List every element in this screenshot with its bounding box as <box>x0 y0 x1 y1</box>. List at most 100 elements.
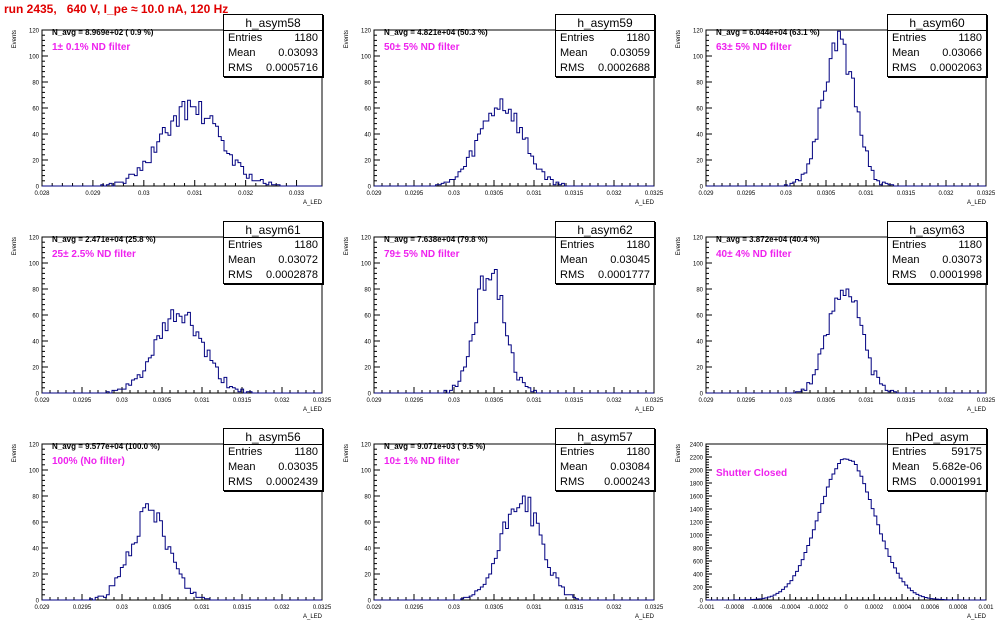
stats-label: Mean <box>228 47 256 59</box>
histogram-name: h_asym62 <box>556 222 654 238</box>
x-tick-label: 0.0295 <box>405 605 424 611</box>
y-axis-label: Events <box>12 30 18 48</box>
x-axis-label: A_LED <box>967 614 987 620</box>
stats-row-mean: Mean 0.03072 <box>224 253 322 268</box>
stats-value: 0.0002063 <box>930 62 982 74</box>
histogram-line <box>42 503 322 601</box>
x-tick-label: 0.029 <box>366 605 382 611</box>
stats-label: Mean <box>228 461 256 473</box>
stats-label: Mean <box>560 461 588 473</box>
plot-svg: 0 20 40 60 80 100 120 0.029 0.0295 0.03 0.0305 0.03… <box>344 443 664 621</box>
x-axis-label: A_LED <box>303 614 323 620</box>
stats-box: h_asym59 Entries 1180 Mean 0.03059 RMS 0.00026… <box>555 14 655 77</box>
stats-value: 0.0002439 <box>266 476 318 488</box>
x-tick-label: 0.0305 <box>817 191 836 197</box>
stats-row-rms: RMS 0.0001998 <box>888 268 986 283</box>
stats-label: Entries <box>228 446 263 458</box>
y-tick-label: 40 <box>32 133 39 139</box>
stats-value: 0.000243 <box>604 476 650 488</box>
x-tick-label: 0.031 <box>526 191 542 197</box>
stats-label: RMS <box>560 476 585 488</box>
stats-label: Entries <box>892 32 927 44</box>
histogram-name: h_asym58 <box>224 15 322 31</box>
x-tick-label: 0.029 <box>698 398 714 404</box>
y-tick-label: 80 <box>696 288 703 294</box>
histogram-panel-hPed_asym: 0 200 400 600 800 1000 1200 1400 1600 1800 2000 220… <box>664 417 996 624</box>
histogram-panel-h_asym56: 0 20 40 60 80 100 120 0.029 0.0295 0.03 0.0305 0.03… <box>0 417 332 624</box>
histogram-line <box>42 99 322 187</box>
histogram-line <box>706 458 986 601</box>
plot-svg: 0 20 40 60 80 100 120 0.029 0.0295 0.03 0.0305 0.03… <box>676 236 996 414</box>
x-tick-label: 0.033 <box>289 191 305 197</box>
x-tick-label: 0.0006 <box>921 605 940 611</box>
navg-label: N_avg = 9.577e+04 (100.0 %) <box>52 442 161 451</box>
x-tick-label: 0.031 <box>858 191 874 197</box>
y-tick-label: 120 <box>361 443 372 449</box>
x-axis-label: A_LED <box>635 200 655 206</box>
histogram-name: h_asym56 <box>224 429 322 445</box>
y-tick-label: 60 <box>364 107 371 113</box>
stats-value: 0.0001998 <box>930 269 982 281</box>
x-axis-label: A_LED <box>303 200 323 206</box>
stats-row-rms: RMS 0.0001991 <box>888 475 986 490</box>
filter-label: 50± 5% ND filter <box>384 42 460 53</box>
x-tick-label: 0 <box>844 605 848 611</box>
histogram-panel-h_asym59: 0 20 40 60 80 100 120 0.029 0.0295 0.03 0.0305 0.03… <box>332 3 664 210</box>
x-tick-label: -0.0002 <box>808 605 829 611</box>
y-tick-label: 2000 <box>690 469 704 475</box>
stats-value: 1180 <box>294 239 318 251</box>
y-axis-label: Events <box>676 30 682 48</box>
histogram-line <box>374 98 654 187</box>
stats-label: Mean <box>892 461 920 473</box>
stats-row-rms: RMS 0.0005716 <box>224 61 322 76</box>
x-tick-label: 0.0315 <box>233 605 252 611</box>
y-tick-label: 0 <box>368 392 372 398</box>
y-tick-label: 120 <box>693 29 704 35</box>
filter-label: Shutter Closed <box>716 468 788 479</box>
y-tick-label: 60 <box>364 521 371 527</box>
y-tick-label: 60 <box>32 107 39 113</box>
stats-box: h_asym58 Entries 1180 Mean 0.03093 RMS 0.00057… <box>223 14 323 77</box>
y-tick-label: 100 <box>361 469 372 475</box>
x-tick-label: 0.0295 <box>405 191 424 197</box>
y-tick-label: 120 <box>361 29 372 35</box>
y-tick-label: 80 <box>32 81 39 87</box>
stats-label: Mean <box>892 254 920 266</box>
stats-value: 0.03059 <box>610 47 650 59</box>
x-tick-label: 0.0305 <box>153 605 172 611</box>
stats-label: RMS <box>228 476 253 488</box>
x-tick-label: 0.032 <box>274 605 290 611</box>
y-tick-label: 80 <box>364 81 371 87</box>
filter-label: 1± 0.1% ND filter <box>52 42 131 53</box>
x-tick-label: 0.0004 <box>893 605 912 611</box>
stats-box: h_asym60 Entries 1180 Mean 0.03066 RMS 0.00020… <box>887 14 987 77</box>
y-tick-label: 400 <box>693 573 704 579</box>
stats-row-mean: Mean 0.03073 <box>888 253 986 268</box>
stats-value: 1180 <box>626 446 650 458</box>
y-tick-label: 100 <box>29 262 40 268</box>
x-tick-label: 0.03 <box>116 605 128 611</box>
y-tick-label: 100 <box>361 262 372 268</box>
x-tick-label: 0.03 <box>780 398 792 404</box>
x-tick-label: 0.0315 <box>897 191 916 197</box>
stats-value: 0.0001777 <box>598 269 650 281</box>
histogram-line <box>374 269 654 394</box>
x-tick-label: 0.03 <box>138 191 150 197</box>
run-title: run 2435, 640 V, I_pe ≈ 10.0 nA, 120 Hz <box>4 2 229 16</box>
stats-value: 0.03035 <box>278 461 318 473</box>
stats-label: RMS <box>228 269 253 281</box>
histogram-panel-h_asym61: 0 20 40 60 80 100 120 0.029 0.0295 0.03 0.0305 0.03… <box>0 210 332 417</box>
y-tick-label: 80 <box>32 288 39 294</box>
stats-row-entries: Entries 1180 <box>556 238 654 253</box>
stats-box: h_asym63 Entries 1180 Mean 0.03073 RMS 0.00019… <box>887 221 987 284</box>
histogram-line <box>374 495 654 601</box>
y-axis-label: Events <box>12 444 18 462</box>
y-axis-label: Events <box>344 444 350 462</box>
stats-value: 1180 <box>294 446 318 458</box>
histogram-name: h_asym61 <box>224 222 322 238</box>
x-tick-label: 0.03 <box>448 605 460 611</box>
stats-label: Entries <box>560 32 595 44</box>
x-tick-label: 0.0325 <box>313 605 332 611</box>
stats-row-entries: Entries 1180 <box>224 238 322 253</box>
stats-label: Mean <box>560 254 588 266</box>
